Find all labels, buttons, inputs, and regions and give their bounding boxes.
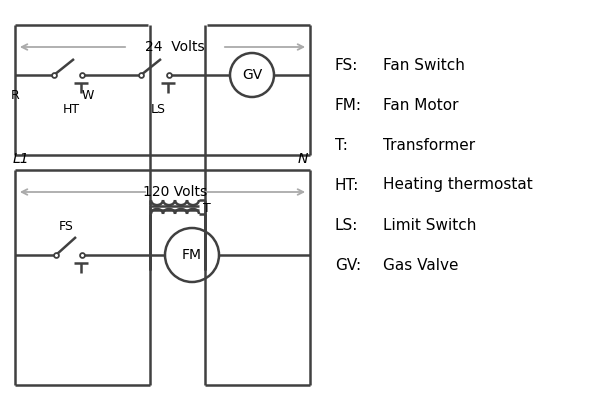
Text: R: R (11, 89, 19, 102)
Text: Heating thermostat: Heating thermostat (383, 178, 533, 192)
Text: T: T (203, 202, 211, 214)
Text: N: N (297, 152, 308, 166)
Text: Transformer: Transformer (383, 138, 475, 152)
Text: Fan Motor: Fan Motor (383, 98, 458, 112)
Text: Gas Valve: Gas Valve (383, 258, 458, 272)
Text: FS: FS (58, 220, 73, 233)
Text: GV: GV (242, 68, 262, 82)
Text: LS: LS (150, 103, 166, 116)
Text: FS:: FS: (335, 58, 358, 72)
Text: 24  Volts: 24 Volts (145, 40, 205, 54)
Text: HT:: HT: (335, 178, 359, 192)
Text: T:: T: (335, 138, 348, 152)
Text: FM:: FM: (335, 98, 362, 112)
Text: W: W (82, 89, 94, 102)
Text: GV:: GV: (335, 258, 361, 272)
Text: LS:: LS: (335, 218, 358, 232)
Text: Fan Switch: Fan Switch (383, 58, 465, 72)
Text: L1: L1 (13, 152, 30, 166)
Text: FM: FM (182, 248, 202, 262)
Text: HT: HT (63, 103, 80, 116)
Text: Limit Switch: Limit Switch (383, 218, 476, 232)
Text: 120 Volts: 120 Volts (143, 185, 207, 199)
